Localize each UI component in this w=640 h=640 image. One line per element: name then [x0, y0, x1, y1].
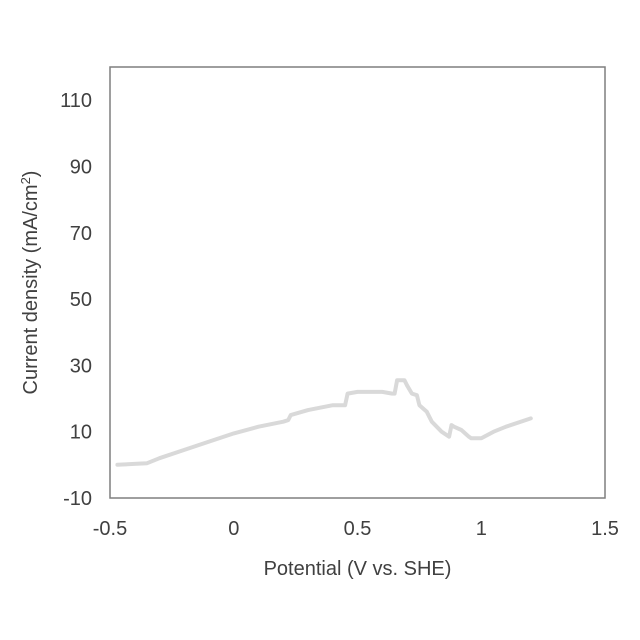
y-tick-label: 30: [70, 355, 92, 377]
x-tick-labels: -0.5 0 0.5 1 1.5: [93, 518, 619, 540]
series-line: [117, 380, 530, 465]
plot-area-frame: [110, 67, 605, 498]
y-tick-label: 90: [70, 156, 92, 178]
y-tick-label: 70: [70, 223, 92, 245]
y-tick-label: 10: [70, 422, 92, 444]
x-tick-label: 0: [228, 518, 239, 540]
y-tick-label: 50: [70, 289, 92, 311]
x-axis-title: Potential (V vs. SHE): [264, 558, 452, 580]
x-tick-label: 1.5: [591, 518, 619, 540]
y-axis-title-superscript: 2: [18, 177, 33, 184]
y-axis-title-end: ): [20, 171, 42, 178]
x-tick-label: 0.5: [344, 518, 372, 540]
y-tick-labels: -10 10 30 50 70 90 110: [60, 90, 92, 510]
y-tick-label: -10: [63, 488, 92, 510]
x-tick-label: 1: [476, 518, 487, 540]
y-axis-title: Current density (mA/cm2): [18, 171, 42, 395]
y-axis-title-main: Current density (mA/cm: [20, 184, 42, 394]
y-tick-label: 110: [60, 90, 92, 112]
x-tick-label: -0.5: [93, 518, 127, 540]
